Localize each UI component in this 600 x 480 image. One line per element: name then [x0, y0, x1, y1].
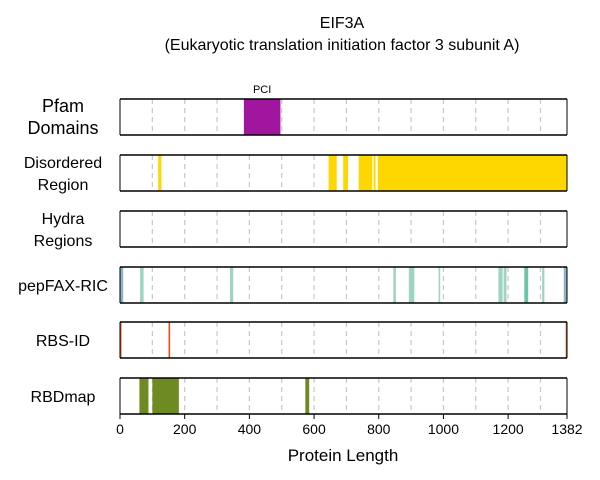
domain-label: PCI	[253, 84, 271, 96]
track-label: Disordered	[24, 155, 102, 172]
track-label: Domains	[27, 118, 98, 138]
segment-bar	[305, 378, 310, 414]
segment-bar	[408, 267, 415, 303]
segment-bar	[120, 322, 122, 358]
track-2: Hydra Regions	[34, 210, 568, 250]
segment-bar	[377, 155, 567, 191]
segment-bar	[393, 267, 396, 303]
segment-bar	[343, 155, 349, 191]
segment-bar	[373, 155, 376, 191]
x-axis-title: Protein Length	[288, 446, 399, 465]
segment-bar	[542, 267, 545, 303]
track-label: Regions	[34, 233, 93, 250]
x-tick-label: 400	[238, 421, 262, 437]
x-tick-label: 1000	[428, 421, 459, 437]
segment-bar	[563, 267, 567, 303]
segment-bar	[358, 155, 373, 191]
track-label: Region	[38, 177, 89, 194]
segment-bar	[438, 267, 441, 303]
x-tick-label: 1200	[493, 421, 524, 437]
segment-bar	[503, 267, 507, 303]
track-5: RBDmap	[31, 377, 568, 415]
segment-bar	[139, 378, 149, 414]
x-axis: 0 200 400 600 800 1000 1200 1382	[116, 414, 583, 437]
segment-bar	[498, 267, 503, 303]
x-tick-label: 800	[367, 421, 391, 437]
track-label: RBS-ID	[36, 333, 90, 350]
segment-bar	[168, 322, 171, 358]
x-tick-label: 200	[173, 421, 197, 437]
track-label: pepFAX-RIC	[18, 278, 108, 295]
track-1: Disordered Region	[24, 154, 568, 194]
x-tick-label: 1382	[551, 421, 582, 437]
segment-bar	[565, 322, 568, 358]
track-4: RBS-ID	[36, 321, 568, 359]
segment-bar	[120, 267, 124, 303]
x-tick-label: 0	[116, 421, 124, 437]
track-label: Hydra	[42, 211, 85, 228]
track-label: RBDmap	[31, 389, 96, 406]
segment-bar	[152, 378, 179, 414]
segment-bar	[524, 267, 529, 303]
track-label: Pfam	[42, 96, 84, 116]
track-3: pepFAX-RIC	[18, 266, 568, 304]
segment-bar	[229, 267, 234, 303]
segment-bar	[328, 155, 337, 191]
chart-title: EIF3A	[320, 15, 365, 32]
segment-bar	[140, 267, 144, 303]
segment-bar	[158, 155, 162, 191]
segment-bar	[243, 99, 281, 135]
chart-subtitle: (Eukaryotic translation initiation facto…	[165, 37, 520, 54]
x-tick-label: 600	[302, 421, 326, 437]
